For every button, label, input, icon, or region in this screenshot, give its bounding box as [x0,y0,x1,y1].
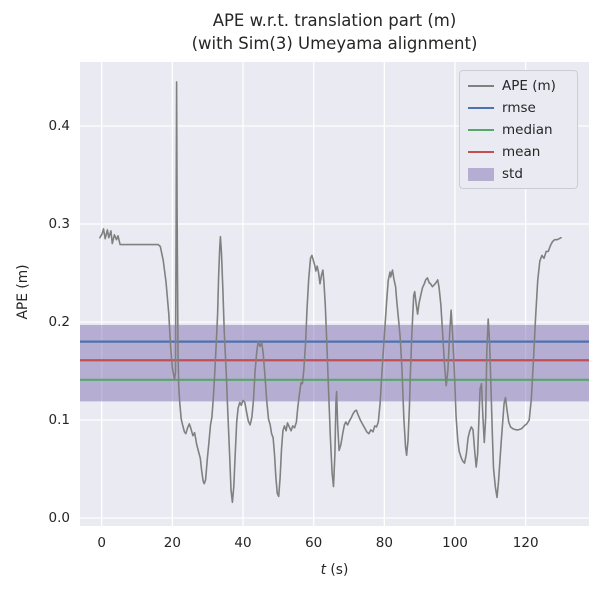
chart-title: APE w.r.t. translation part (m) (with Si… [80,9,589,55]
y-axis-label: APE (m) [15,264,31,319]
x-axis-label: t (s) [80,562,589,578]
chart-title-line1: APE w.r.t. translation part (m) [212,11,457,30]
x-tick-label: 20 [163,535,181,551]
x-tick-label: 80 [375,535,393,551]
legend-label-mean: mean [502,144,541,160]
ape-curve [99,81,562,504]
x-tick-label: 0 [97,535,106,551]
legend-label-median: median [502,122,553,138]
x-tick-label: 120 [512,535,539,551]
legend-item-ape: APE (m) [460,75,577,97]
legend-label-ape: APE (m) [502,78,556,94]
y-tick-label: 0.3 [48,216,70,232]
legend-item-rmse: rmse [460,97,577,119]
legend: APE (m) rmse median mean std [459,70,578,189]
x-axis-label-unit: (s) [326,562,349,578]
y-tick-label: 0.0 [48,510,70,526]
legend-item-mean: mean [460,141,577,163]
y-tick-label: 0.2 [48,314,70,330]
rmse-line-swatch [468,107,494,109]
y-axis-label-text: APE (m) [15,264,31,320]
legend-label-std: std [502,166,523,182]
median-line-swatch [468,129,494,131]
y-tick-label: 0.4 [48,118,70,134]
chart-canvas [80,62,589,526]
std-band [80,324,589,402]
x-axis-label-var: t [320,562,327,578]
chart-title-line2: (with Sim(3) Umeyama alignment) [191,34,478,53]
y-tick-label: 0.1 [48,412,70,428]
legend-label-rmse: rmse [502,100,536,116]
x-tick-label: 100 [442,535,468,551]
x-tick-label: 40 [234,535,252,551]
plot-area: APE (m) rmse median mean std [80,62,589,526]
std-patch-swatch [468,167,494,181]
mean-line-swatch [468,151,494,153]
ape-line-swatch [468,85,494,87]
legend-item-std: std [460,163,577,185]
legend-item-median: median [460,119,577,141]
x-tick-label: 60 [305,535,323,551]
